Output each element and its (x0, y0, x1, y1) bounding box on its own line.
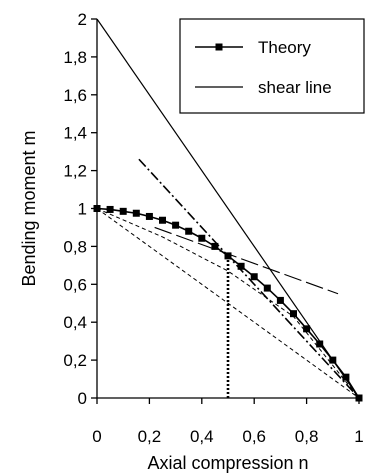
y-tick-label: 1,6 (63, 86, 87, 105)
series-line-5 (96, 208, 360, 399)
y-tick-label: 0,6 (63, 275, 87, 294)
theory-marker (250, 273, 258, 281)
theory-marker (290, 310, 297, 318)
legend-label-0: Theory (258, 38, 311, 57)
x-tick-label: 0,6 (242, 427, 266, 446)
y-tick-label: 0,8 (63, 237, 87, 256)
x-axis-title: Axial compression n (147, 453, 308, 473)
theory-marker (119, 207, 127, 215)
theory-marker (303, 325, 311, 333)
x-tick-label: 0,8 (295, 427, 319, 446)
theory-marker (276, 296, 284, 304)
x-tick-label: 0,2 (138, 427, 162, 446)
theory-marker (185, 227, 193, 235)
legend-label-1: shear line (258, 78, 332, 97)
theory-marker (342, 373, 350, 381)
theory-marker (172, 221, 180, 229)
theory-marker (224, 252, 232, 260)
theory-marker (145, 212, 153, 220)
theory-marker (198, 234, 206, 242)
theory-marker (316, 340, 324, 348)
theory-marker (132, 209, 140, 217)
y-tick-label: 1,4 (63, 124, 87, 143)
theory-marker (211, 242, 219, 250)
y-tick-label: 0 (78, 389, 87, 408)
theory-marker (159, 216, 166, 224)
y-axis-title: Bending moment m (19, 130, 39, 286)
series-line-4 (96, 208, 360, 399)
series-line-3 (154, 226, 339, 295)
theory-marker (329, 356, 337, 364)
legend-box (179, 18, 365, 114)
theory-marker (93, 205, 101, 212)
x-tick-label: 1 (354, 427, 363, 446)
theory-marker (106, 205, 114, 213)
series-line-2 (138, 158, 360, 399)
y-tick-label: 1,2 (63, 162, 87, 181)
theory-marker (355, 394, 363, 402)
y-tick-label: 0,4 (63, 313, 87, 332)
legend-marker (215, 43, 223, 51)
x-tick-label: 0 (92, 427, 101, 446)
y-tick-label: 1 (78, 200, 87, 219)
series-line-1 (96, 18, 360, 399)
theory-marker (237, 262, 245, 270)
y-tick-label: 1,8 (63, 48, 87, 67)
theory-marker (263, 284, 271, 292)
y-tick-label: 0,2 (63, 351, 87, 370)
x-tick-label: 0,4 (190, 427, 214, 446)
y-tick-label: 2 (78, 10, 87, 29)
